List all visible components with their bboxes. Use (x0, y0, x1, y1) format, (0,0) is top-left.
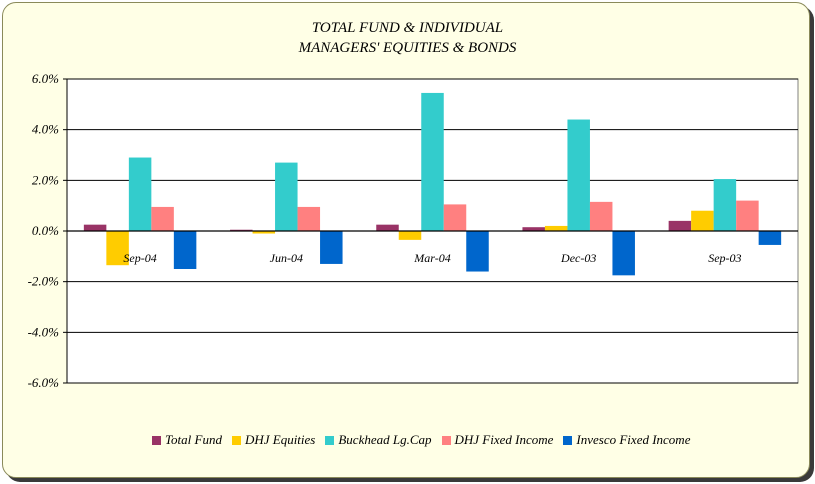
legend-swatch (152, 435, 161, 445)
bar (83, 224, 107, 231)
legend-item: DHJ Fixed Income (441, 432, 554, 448)
bar (522, 227, 545, 231)
chart-title-line-2: MANAGERS' EQUITIES & BONDS (298, 40, 517, 56)
bar (691, 210, 714, 231)
bar (758, 231, 782, 245)
x-tick-label: Jun-04 (270, 251, 303, 265)
x-tick-label: Mar-04 (413, 251, 450, 265)
bar (398, 231, 422, 240)
x-tick-label: Sep-04 (123, 251, 156, 265)
bar (421, 92, 444, 231)
legend-label: Invesco Fixed Income (576, 432, 691, 447)
bar (612, 231, 635, 276)
bar (713, 179, 737, 231)
y-tick-label: -4.0% (28, 324, 60, 339)
bar (252, 231, 276, 234)
bar (466, 231, 489, 272)
bar (297, 206, 321, 231)
legend-label: Buckhead Lg.Cap (338, 432, 432, 447)
legend-item: Invesco Fixed Income (563, 432, 690, 448)
legend-swatch (563, 435, 573, 445)
legend-item: Total Fund (152, 432, 222, 448)
legend-swatch (325, 435, 335, 445)
bar (173, 231, 197, 269)
bar (668, 220, 692, 231)
y-tick-label: 4.0% (32, 122, 59, 137)
x-tick-label: Sep-03 (708, 251, 741, 265)
chart-title-line-1: TOTAL FUND & INDIVIDUAL (311, 20, 504, 36)
bar (275, 162, 298, 231)
legend-swatch (441, 435, 451, 445)
legend-label: DHJ Fixed Income (454, 432, 554, 447)
bar (567, 119, 590, 231)
legend-swatch (231, 435, 241, 445)
chart-legend: Total Fund DHJ Equities Buckhead Lg.Cap DHJ… (152, 432, 690, 448)
bar (736, 200, 759, 231)
y-tick-label: 6.0% (32, 71, 59, 86)
bar (128, 157, 152, 231)
y-tick-label: 0.0% (32, 223, 59, 238)
bar (106, 231, 129, 266)
bar (230, 229, 253, 231)
bar (376, 224, 399, 231)
bar (320, 231, 343, 264)
bar (151, 206, 174, 231)
bar (443, 204, 467, 231)
bar (589, 201, 613, 231)
y-tick-label: -6.0% (28, 375, 60, 390)
y-tick-label: -2.0% (28, 274, 60, 289)
bar (544, 225, 568, 231)
legend-item: DHJ Equities (231, 432, 316, 448)
legend-item: Buckhead Lg.Cap (325, 432, 432, 448)
y-tick-label: 2.0% (32, 172, 59, 187)
legend-label: DHJ Equities (244, 432, 316, 447)
legend-label: Total Fund (165, 432, 222, 447)
x-tick-label: Dec-03 (560, 251, 596, 265)
